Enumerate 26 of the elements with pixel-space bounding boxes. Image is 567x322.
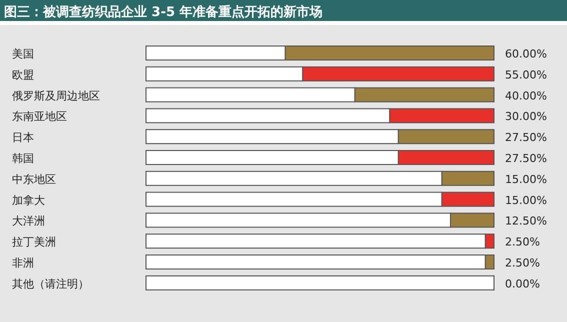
- y-tick-label: 俄罗斯及周边地区: [12, 89, 100, 102]
- data-label: 0.00%: [505, 277, 540, 290]
- data-label: 2.50%: [505, 236, 540, 249]
- y-tick-label: 加拿大: [12, 194, 45, 207]
- data-label: 15.00%: [505, 172, 547, 186]
- y-tick-label: 大洋洲: [12, 214, 45, 228]
- y-tick-label: 韩国: [12, 152, 34, 165]
- data-label: 27.50%: [505, 131, 547, 144]
- data-label: 27.50%: [505, 152, 547, 165]
- y-tick-label: 东南亚地区: [12, 110, 67, 124]
- y-tick-label: 非洲: [12, 256, 34, 270]
- bar: [146, 275, 494, 290]
- y-tick-label: 日本: [12, 131, 34, 144]
- y-tick-label: 中东地区: [12, 172, 56, 186]
- data-label: 2.50%: [505, 256, 540, 270]
- data-label: 15.00%: [505, 194, 547, 207]
- y-tick-label: 欧盟: [12, 68, 34, 82]
- data-label: 60.00%: [505, 48, 547, 60]
- chart-title: 图三：被调查纺织品企业 3-5 年准备重点开拓的新市场: [4, 4, 323, 20]
- y-tick-label: 其他（请注明）: [12, 277, 89, 290]
- data-label: 40.00%: [505, 89, 547, 102]
- y-tick-label: 美国: [12, 48, 34, 60]
- data-label: 30.00%: [505, 110, 547, 124]
- data-label: 55.00%: [505, 68, 547, 82]
- y-tick-label: 拉丁美洲: [12, 236, 56, 249]
- data-label: 12.50%: [505, 214, 547, 228]
